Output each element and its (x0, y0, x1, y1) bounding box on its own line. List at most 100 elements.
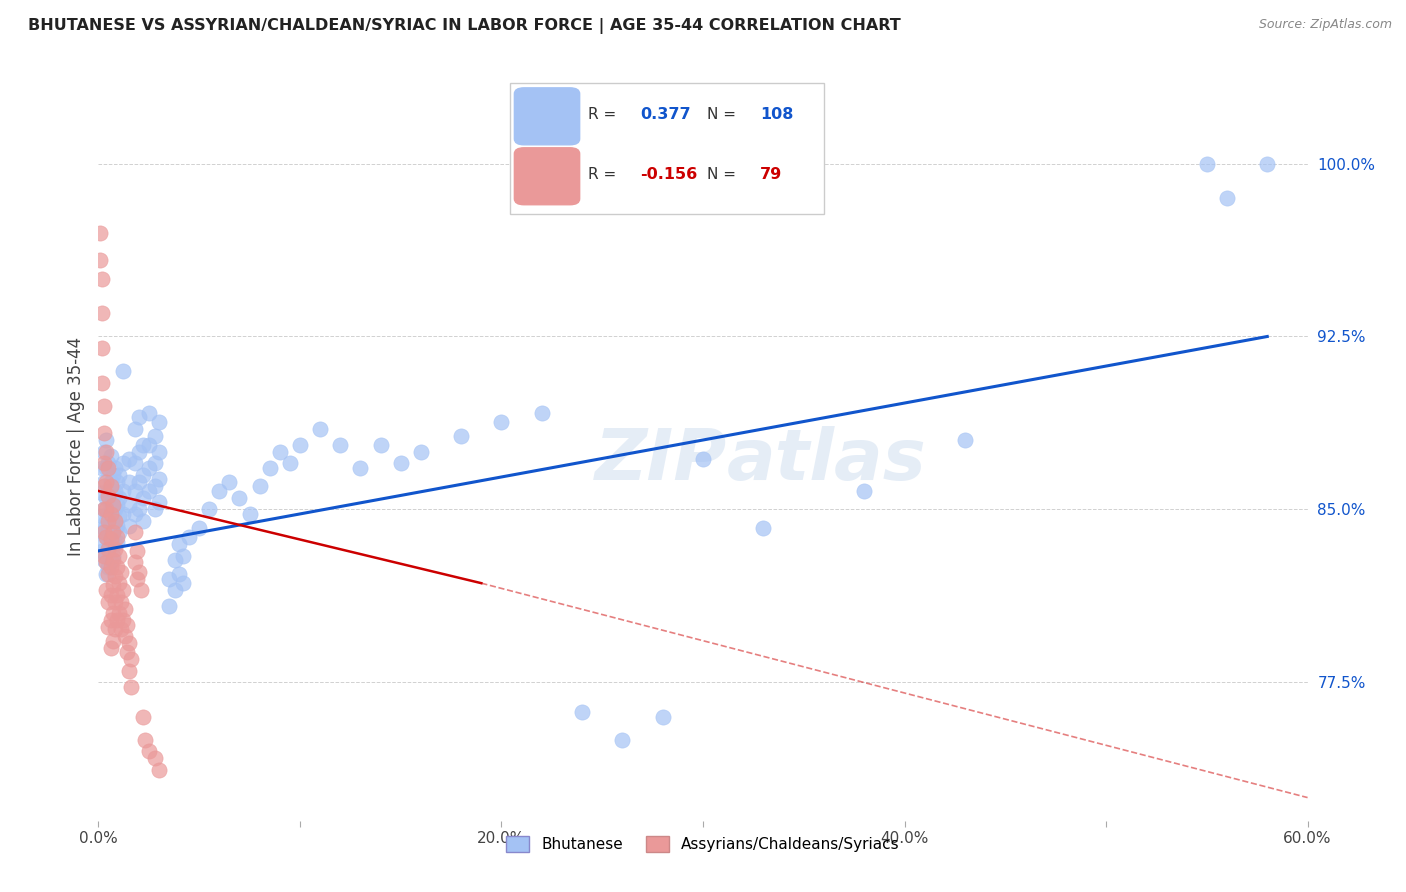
Point (110, 565, 132, 579)
Point (101, 498, 124, 512)
Point (101, 553, 124, 567)
Point (97, 566, 120, 581)
Point (148, 495, 170, 509)
Text: 0.377: 0.377 (640, 106, 690, 121)
Point (100, 479, 122, 493)
Point (103, 594, 125, 608)
Point (96, 514, 118, 528)
Point (93, 426, 115, 441)
Point (132, 491, 155, 505)
Point (103, 622, 125, 636)
Point (853, 483, 876, 498)
Point (124, 525, 146, 540)
Point (259, 461, 281, 475)
Point (118, 664, 141, 678)
Point (97, 483, 120, 498)
Point (93, 553, 115, 567)
Point (571, 706, 593, 720)
Point (103, 569, 125, 583)
Point (93, 399, 115, 413)
Point (132, 514, 155, 528)
Point (163, 583, 186, 598)
FancyBboxPatch shape (515, 148, 579, 205)
Point (138, 744, 160, 758)
Point (269, 444, 291, 458)
Point (97, 514, 120, 528)
Point (143, 502, 166, 516)
Point (93, 444, 115, 458)
Point (143, 456, 166, 470)
Point (100, 534, 122, 549)
Point (612, 733, 634, 747)
Point (100, 640, 122, 655)
Point (107, 606, 129, 620)
Point (111, 583, 134, 598)
Point (97, 456, 120, 470)
Point (97, 620, 120, 634)
Point (103, 461, 125, 475)
Point (91, 544, 114, 558)
Point (124, 422, 146, 436)
Point (157, 599, 180, 614)
Point (93, 537, 115, 551)
Point (114, 629, 136, 643)
Point (91, 306, 114, 320)
Point (103, 514, 125, 528)
Point (208, 483, 231, 498)
Point (100, 553, 122, 567)
Point (115, 645, 138, 659)
Point (179, 530, 201, 544)
Point (93, 549, 115, 563)
Point (409, 444, 432, 458)
Point (124, 483, 146, 498)
Point (105, 498, 128, 512)
Point (167, 537, 190, 551)
Point (124, 456, 146, 470)
Text: atlas: atlas (727, 426, 927, 495)
Point (96, 583, 118, 598)
Text: 79: 79 (759, 167, 782, 181)
Point (107, 549, 129, 563)
Point (101, 578, 124, 592)
Point (118, 475, 141, 489)
Point (97, 461, 120, 475)
Point (138, 438, 160, 452)
Point (110, 594, 132, 608)
Point (138, 461, 160, 475)
Point (96, 549, 118, 563)
Point (91, 509, 114, 524)
Point (953, 434, 976, 448)
Point (138, 483, 160, 498)
Point (97, 541, 120, 556)
Point (89, 226, 111, 240)
Point (370, 438, 392, 452)
Point (692, 451, 714, 466)
Point (100, 560, 122, 574)
Point (249, 479, 271, 493)
Point (96, 530, 118, 544)
Point (172, 576, 194, 591)
Point (1256, 156, 1278, 170)
Point (148, 763, 170, 777)
Point (97, 594, 120, 608)
Point (100, 450, 122, 464)
Point (107, 509, 129, 524)
Point (115, 617, 138, 632)
Point (118, 636, 141, 650)
Point (97, 507, 120, 521)
Point (349, 461, 371, 475)
Point (100, 518, 122, 533)
Point (100, 588, 122, 602)
Point (96, 444, 118, 458)
Point (228, 491, 250, 505)
Point (111, 483, 134, 498)
Point (97, 489, 120, 503)
Point (1195, 156, 1218, 170)
Point (107, 491, 129, 505)
Point (198, 502, 221, 516)
Point (100, 613, 122, 627)
Point (148, 415, 170, 429)
Point (389, 456, 412, 470)
FancyBboxPatch shape (515, 87, 579, 145)
Point (107, 467, 129, 482)
